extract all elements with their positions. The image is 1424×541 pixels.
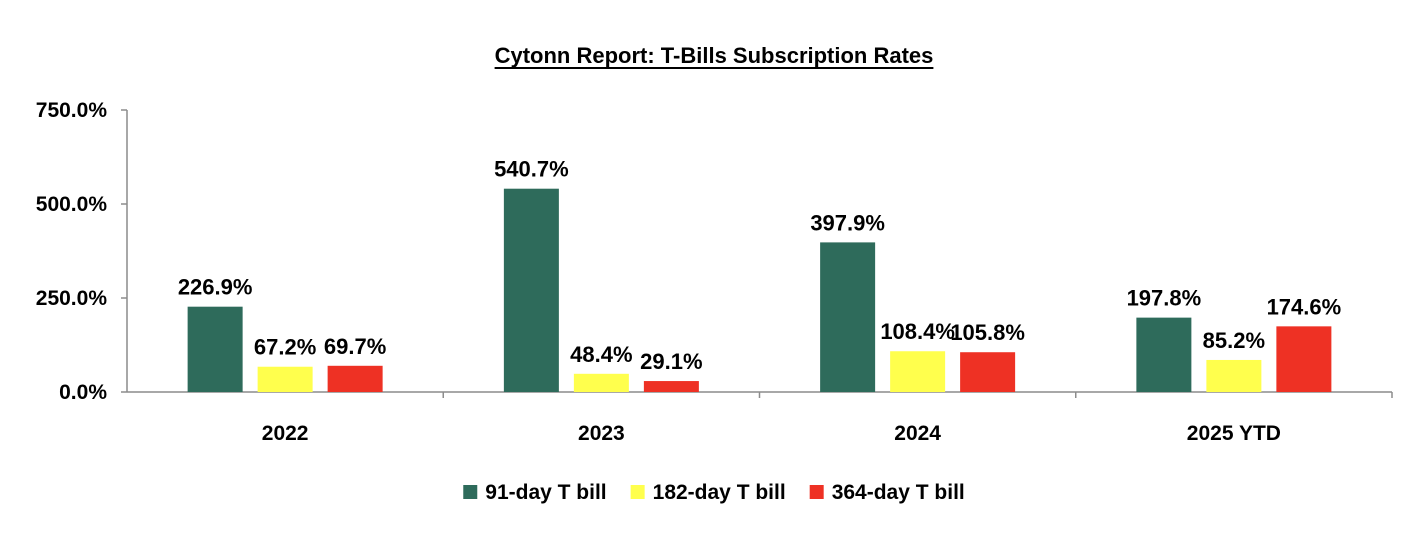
legend-swatch bbox=[809, 485, 824, 499]
bar bbox=[960, 352, 1016, 392]
x-tick-label: 2022 bbox=[262, 422, 309, 445]
data-label: 397.9% bbox=[810, 210, 885, 235]
legend-label: 364-day T bill bbox=[832, 481, 965, 504]
x-tick-label: 2023 bbox=[578, 422, 625, 445]
legend-label: 91-day T bill bbox=[485, 481, 606, 504]
bar bbox=[573, 373, 629, 392]
legend-swatch bbox=[630, 485, 645, 499]
bars bbox=[187, 188, 1332, 392]
bar bbox=[257, 366, 313, 392]
data-label: 48.4% bbox=[570, 342, 632, 367]
data-label: 174.6% bbox=[1267, 294, 1342, 319]
bar bbox=[820, 242, 876, 392]
data-label: 197.8% bbox=[1127, 286, 1202, 311]
data-label: 69.7% bbox=[324, 334, 386, 359]
data-label: 29.1% bbox=[640, 349, 702, 374]
data-label: 540.7% bbox=[494, 157, 569, 182]
chart-title: Cytonn Report: T-Bills Subscription Rate… bbox=[495, 43, 934, 68]
data-label: 105.8% bbox=[950, 320, 1025, 345]
bar bbox=[1206, 359, 1262, 392]
y-tick-label: 750.0% bbox=[36, 99, 108, 122]
bar bbox=[327, 365, 383, 392]
value-labels: 226.9% 67.2% 69.7% 540.7% 48.4% 29.1% 397.9% 10… bbox=[178, 157, 1341, 374]
axes: 0.0% 250.0% 500.0% 750.0% 2022 2023 2024 2025 Y… bbox=[36, 99, 1393, 445]
bar bbox=[643, 381, 699, 392]
y-tick-label: 500.0% bbox=[36, 193, 108, 216]
bar bbox=[1276, 326, 1332, 392]
x-tick-label: 2025 YTD bbox=[1187, 422, 1281, 445]
data-label: 85.2% bbox=[1203, 328, 1265, 353]
bar bbox=[503, 188, 559, 392]
data-label: 67.2% bbox=[254, 335, 316, 360]
bar bbox=[1136, 317, 1192, 392]
y-tick-label: 250.0% bbox=[36, 287, 108, 310]
bar bbox=[890, 351, 946, 392]
legend-label: 182-day T bill bbox=[653, 481, 786, 504]
legend: 91-day T bill 182-day T bill 364-day T bil… bbox=[463, 481, 965, 504]
x-tick-label: 2024 bbox=[894, 422, 941, 445]
data-label: 108.4% bbox=[880, 319, 955, 344]
y-tick-label: 0.0% bbox=[59, 381, 107, 404]
data-label: 226.9% bbox=[178, 275, 253, 300]
legend-swatch bbox=[463, 485, 478, 499]
bar bbox=[187, 306, 243, 392]
